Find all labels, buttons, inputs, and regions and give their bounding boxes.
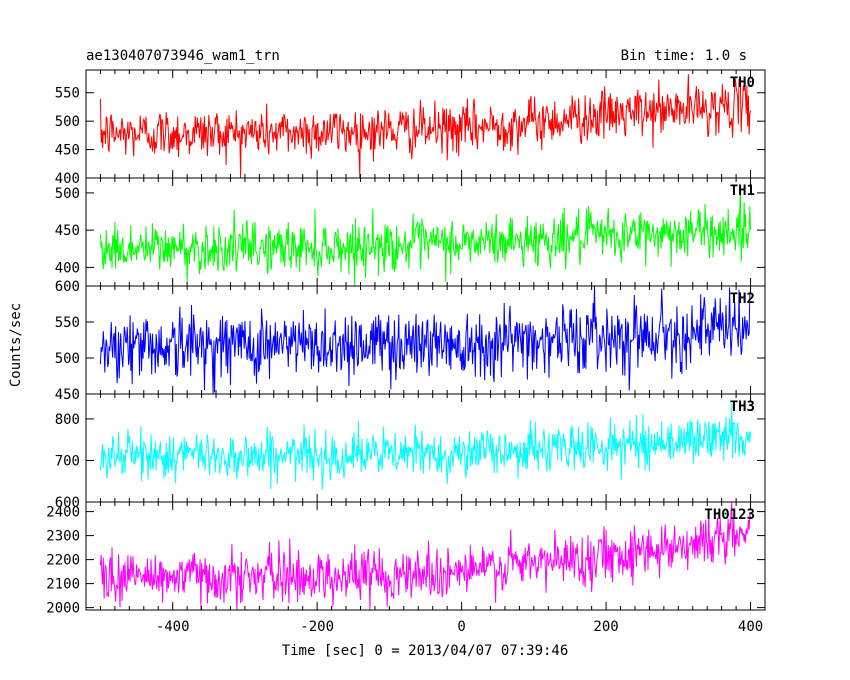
panel-th2: 450 500 550 600 TH2 bbox=[55, 279, 766, 403]
series-label-th1: TH1 bbox=[730, 183, 755, 199]
series-label-th0123: TH0123 bbox=[704, 507, 755, 523]
y-tick-label: 500 bbox=[55, 351, 80, 367]
y-tick-label: 2000 bbox=[46, 601, 80, 617]
y-tick-label: 2300 bbox=[46, 529, 80, 545]
series-line-th0 bbox=[99, 74, 752, 179]
x-tick-label: -400 bbox=[156, 619, 190, 635]
panel-th0: 400 450 500 550 TH0 bbox=[55, 69, 766, 187]
panel-frame bbox=[85, 501, 766, 611]
y-tick-label: 450 bbox=[55, 223, 80, 239]
panel-th3: 600 700 800 TH3 bbox=[55, 393, 766, 511]
y-tick-label: 450 bbox=[55, 387, 80, 403]
y-tick-label: 450 bbox=[55, 143, 80, 159]
y-tick-label: 500 bbox=[55, 186, 80, 202]
y-tick-label: 2400 bbox=[46, 505, 80, 521]
y-tick-label: 800 bbox=[55, 412, 80, 428]
x-tick-label: 400 bbox=[738, 619, 763, 635]
series-line-th1 bbox=[99, 187, 752, 287]
y-tick-label: 600 bbox=[55, 279, 80, 295]
panel-th0123: 2000 2100 2200 2300 2400 TH0123 bbox=[46, 501, 766, 617]
y-tick-label: 400 bbox=[55, 260, 80, 276]
y-tick-label: 2200 bbox=[46, 553, 80, 569]
panels-group: 400 450 500 550 TH0 400 450 500 TH1 450 500 550 600 T… bbox=[46, 69, 766, 635]
chart-title: ae130407073946_wam1_trn bbox=[86, 48, 280, 64]
y-tick-label: 550 bbox=[55, 86, 80, 102]
series-line-th2 bbox=[99, 285, 752, 395]
series-label-th0: TH0 bbox=[730, 75, 755, 91]
y-tick-label: 600 bbox=[55, 495, 80, 511]
x-tick-label: -200 bbox=[300, 619, 334, 635]
bin-time-label: Bin time: 1.0 s bbox=[621, 48, 747, 64]
series-line-th3 bbox=[99, 403, 752, 490]
y-tick-label: 500 bbox=[55, 114, 80, 130]
y-tick-label: 700 bbox=[55, 453, 80, 469]
y-tick-label: 550 bbox=[55, 315, 80, 331]
y-tick-label: 400 bbox=[55, 171, 80, 187]
panel-th1: 400 450 500 TH1 bbox=[55, 177, 766, 287]
series-label-th2: TH2 bbox=[730, 291, 755, 307]
series-line-th0123 bbox=[99, 501, 752, 611]
x-tick-label: 200 bbox=[593, 619, 618, 635]
y-tick-label: 2100 bbox=[46, 577, 80, 593]
x-axis-label: Time [sec] 0 = 2013/04/07 07:39:46 bbox=[282, 643, 569, 659]
y-axis-label: Counts/sec bbox=[8, 303, 24, 387]
series-label-th3: TH3 bbox=[730, 399, 755, 415]
x-tick-label: 0 bbox=[457, 619, 465, 635]
